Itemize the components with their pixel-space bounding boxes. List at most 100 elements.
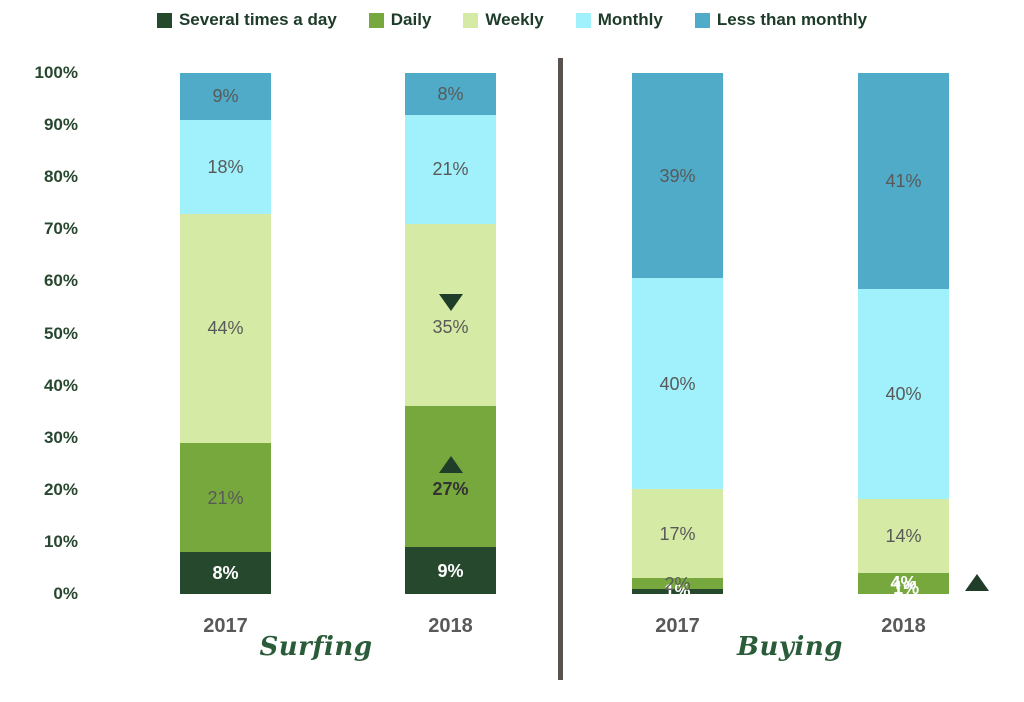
segment-daily: 21% (180, 442, 271, 553)
segment-value-label: 35% (432, 317, 469, 338)
overlapped-value-label: 1% (893, 578, 920, 598)
segment-weekly: 14% (858, 499, 949, 573)
segment-content: 40% (858, 289, 949, 500)
segment-less-than-monthly: 39% (632, 73, 723, 279)
segment-content: 1% (632, 582, 723, 600)
legend-item: Monthly (575, 10, 663, 30)
y-axis-tick-label: 40% (43, 375, 78, 395)
segment-weekly: 44% (180, 213, 271, 443)
segment-content: 35% (405, 224, 496, 406)
triangle-up-icon (965, 574, 989, 591)
segment-monthly: 40% (632, 278, 723, 489)
y-axis-tick-label: 30% (43, 427, 78, 447)
segment-weekly: 17% (632, 488, 723, 579)
segment-content: 27% (405, 406, 496, 547)
segment-content: 2% (632, 575, 723, 593)
segment-several-times-a-day: 1% (632, 582, 723, 600)
group-label-surfing: Surfing (259, 632, 373, 662)
legend-item-label: Daily (390, 10, 432, 29)
bar-buying-2018: 1% 4% 14% 40% 41% (858, 73, 949, 598)
triangle-down-icon (438, 294, 463, 312)
segment-content: 4% (858, 573, 949, 594)
segment-value-label: 41% (885, 170, 922, 191)
y-axis-tick-label: 60% (43, 271, 78, 291)
segment-value-label: 40% (885, 384, 922, 405)
segment-content: 44% (180, 214, 271, 443)
x-axis-year-label: 2018 (428, 615, 473, 637)
segment-value-label: 21% (207, 487, 244, 508)
segment-daily: 27% (405, 406, 496, 548)
segment-weekly: 35% (405, 224, 496, 407)
segment-content: 9% (180, 73, 271, 120)
segment-content: 9% (405, 547, 496, 594)
segment-content: 40% (632, 278, 723, 489)
legend-swatch-icon (575, 12, 591, 28)
segment-content: 18% (180, 120, 271, 214)
chart-legend: Several times a day Daily Weekly Monthly Les… (0, 10, 1024, 30)
x-axis-year-label: 2018 (881, 615, 926, 637)
legend-swatch-icon (694, 12, 710, 28)
segment-value-label: 9% (212, 86, 239, 107)
triangle-up-icon (438, 455, 463, 473)
y-axis-tick-label: 10% (43, 531, 78, 551)
segment-content: 8% (405, 73, 496, 115)
segment-value-label: 1% (664, 581, 691, 602)
segment-monthly: 18% (180, 119, 271, 214)
segment-content: 21% (180, 443, 271, 552)
segment-several-times-a-day: 8% (180, 552, 271, 594)
divider-line (558, 58, 563, 680)
legend-item: Weekly (463, 10, 544, 30)
group-label-buying: Buying (737, 632, 843, 662)
bar-surfing-2017: 8% 21% 44% 18% 9% (180, 73, 271, 594)
segment-content: 17% (632, 489, 723, 578)
segment-content: 21% (405, 115, 496, 224)
segment-value-label: 21% (432, 159, 469, 180)
y-axis-tick-label: 90% (43, 115, 78, 135)
segment-value-label: 44% (207, 318, 244, 339)
y-axis-tick-label: 50% (43, 323, 78, 343)
segment-daily: 1% 4% (858, 572, 949, 598)
segment-value-label: 2% (664, 573, 691, 594)
segment-value-label: 9% (437, 560, 464, 581)
segment-value-label: 8% (212, 563, 239, 584)
segment-value-label: 17% (659, 523, 696, 544)
segment-value-label: 4% (890, 573, 917, 594)
segment-value-label: 39% (659, 165, 696, 186)
bar-buying-2017: 1% 2% 17% 40% 39% (632, 73, 723, 600)
segment-value-label: 8% (437, 83, 464, 104)
y-axis-tick-label: 100% (34, 63, 78, 82)
legend-item: Several times a day (156, 10, 337, 30)
legend-swatch-icon (463, 12, 479, 28)
segment-less-than-monthly: 9% (180, 73, 271, 120)
segment-value-label: 27% (432, 478, 469, 499)
segment-monthly: 40% (858, 288, 949, 500)
legend-item-label: Several times a day (178, 10, 337, 29)
bar-surfing-2018: 9% 27% 35% 21% 8% (405, 73, 496, 594)
legend-swatch-icon (156, 12, 172, 28)
segment-value-label: 18% (207, 156, 244, 177)
segment-value-label: 14% (885, 526, 922, 547)
segment-content: 8% (180, 552, 271, 594)
legend-item: Less than monthly (694, 10, 868, 30)
legend-item-label: Weekly (485, 10, 544, 29)
segment-content: 41% (858, 73, 949, 289)
y-axis-tick-label: 0% (53, 584, 78, 603)
segment-less-than-monthly: 41% (858, 73, 949, 289)
segment-daily: 2% (632, 575, 723, 593)
segment-several-times-a-day: 9% (405, 547, 496, 594)
x-axis-year-label: 2017 (203, 615, 248, 637)
segment-value-label: 40% (659, 373, 696, 394)
y-axis-tick-label: 80% (43, 167, 78, 187)
segment-content: 39% (632, 73, 723, 278)
y-axis-tick-label: 20% (43, 479, 78, 499)
legend-item-label: Monthly (597, 10, 663, 29)
segment-less-than-monthly: 8% (405, 73, 496, 115)
y-axis-tick-label: 70% (43, 219, 78, 239)
legend-item: Daily (368, 10, 432, 30)
legend-swatch-icon (368, 12, 384, 28)
segment-content: 14% (858, 499, 949, 573)
legend-item-label: Less than monthly (716, 10, 868, 29)
segment-monthly: 21% (405, 114, 496, 225)
x-axis-year-label: 2017 (655, 615, 700, 637)
